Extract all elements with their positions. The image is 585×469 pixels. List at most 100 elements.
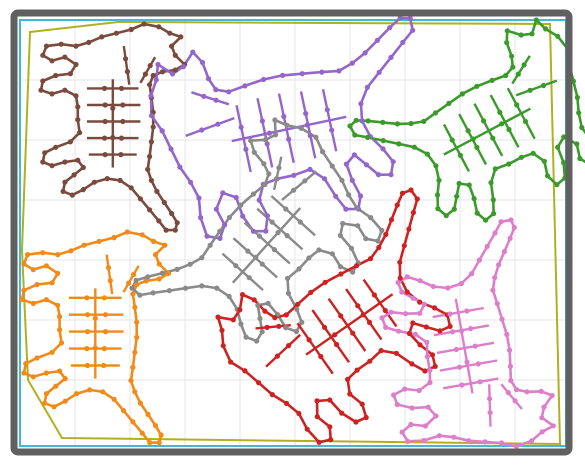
cat-vertex-dot (524, 389, 530, 395)
cat-vertex-dot (498, 440, 505, 446)
cat-vertex-dot (513, 387, 520, 393)
cat-vertex-dot (53, 72, 59, 79)
cat-vertex-dot (177, 164, 183, 170)
cat-vertex-dot (329, 251, 335, 257)
cat-vertex-dot (555, 33, 561, 39)
cat-vertex-dot (92, 345, 98, 351)
cat-vertex-dot (166, 270, 172, 276)
cat-vertex-dot (266, 171, 272, 177)
cat-vertex-dot (508, 217, 514, 223)
cat-vertex-dot (375, 238, 381, 244)
cat-vertex-dot (544, 173, 551, 179)
cat-skeleton-edge (122, 265, 140, 293)
cat-vertex-dot (214, 285, 220, 291)
cat-vertex-dot (217, 235, 223, 241)
cat-vertex-dot (539, 415, 545, 421)
cat-vertex-dot (518, 32, 524, 38)
cat-vertex-dot (137, 400, 143, 406)
cat-vertex-dot (388, 54, 394, 61)
cat-vertex-dot (123, 56, 129, 62)
cat-vertex-dot (327, 397, 333, 403)
cat-vertex-dot (543, 26, 549, 32)
cat-vertex-dot (503, 72, 509, 79)
cat-vertex-dot (172, 52, 178, 58)
cat-vertex-dot (222, 222, 228, 228)
cat-vertex-dot (449, 329, 456, 335)
cat-vertex-dot (423, 324, 429, 330)
cat-vertex-dot (84, 295, 90, 301)
cat-vertex-dot (204, 233, 210, 239)
cat-vertex-dot (120, 118, 126, 125)
cat-vertex-dot (264, 141, 270, 147)
cat-vertex-dot (276, 323, 282, 329)
cat-vertex-dot (388, 217, 395, 223)
cat-vertex-dot (262, 137, 269, 143)
cat-vertex-dot (242, 83, 248, 89)
cat-skeleton-edge (443, 107, 531, 156)
cat-vertex-dot (293, 328, 299, 335)
cat-vertex-dot (118, 135, 125, 141)
cat-vertex-dot (228, 359, 234, 365)
cat-vertex-dot (299, 71, 305, 77)
cat-vertex-dot (529, 31, 535, 37)
cat-vertex-dot (137, 196, 143, 202)
cat-vertex-dot (156, 440, 162, 446)
cat-vertex-dot (213, 206, 219, 212)
cat-vertex-dot (102, 102, 108, 108)
cat-vertex-dot (124, 69, 130, 75)
cat-vertex-dot (365, 118, 371, 124)
cat-vertex-dot (433, 413, 439, 419)
cat-vertex-dot (324, 107, 330, 113)
cat-vertex-dot (254, 338, 260, 344)
cat-skeleton-edge (515, 79, 558, 97)
cat-vertex-dot (237, 307, 243, 313)
cat-skeleton-edge (277, 93, 295, 164)
cat-vertex-dot (391, 392, 397, 398)
cat-vertex-dot (465, 128, 471, 134)
cat-vertex-dot (107, 278, 113, 284)
cat-vertex-dot (250, 228, 256, 234)
cat-vertex-dot (449, 137, 455, 143)
cat-vertex-dot (504, 331, 510, 338)
cat-vertex-dot (424, 151, 430, 157)
cat-vertex-dot (220, 190, 226, 196)
cat-vertex-dot (366, 319, 373, 325)
cat-vertex-dot (219, 327, 225, 333)
cat-vertex-dot (62, 179, 68, 185)
cat-vertex-dot (271, 247, 277, 253)
cat-vertex-dot (84, 312, 91, 318)
cat-vertex-dot (507, 347, 513, 353)
cat-vertex-dot (349, 60, 355, 66)
cat-vertex-dot (43, 263, 50, 269)
cat-vertex-dot (276, 165, 282, 171)
cat-vertex-dot (80, 187, 86, 193)
cat-vertex-dot (124, 229, 130, 235)
cat-vertex-dot (250, 191, 257, 197)
cat-vertex-dot (402, 386, 408, 392)
cat-vertex-dot (400, 39, 406, 46)
cat-vertex-dot (410, 295, 416, 301)
cat-vertex-dot (406, 330, 412, 337)
cat-vertex-dot (380, 138, 386, 144)
cat-vertex-dot (172, 67, 178, 73)
cat-vertex-dot (507, 235, 513, 241)
cat-vertex-dot (255, 302, 261, 308)
cat-vertex-dot (248, 138, 254, 144)
cat-skeleton-edge (139, 56, 157, 84)
cat-vertex-dot (408, 421, 414, 428)
cat-vertex-dot (483, 217, 489, 223)
cat-vertex-dot (150, 290, 156, 296)
cat-vertex-dot (188, 179, 194, 185)
cat-vertex-dot (464, 359, 470, 365)
cat-vertex-dot (424, 339, 430, 345)
cat-vertex-dot (49, 163, 55, 169)
cat-vertex-dot (133, 277, 139, 283)
cat-vertex-dot (111, 396, 117, 402)
cat-vertex-dot (504, 40, 510, 46)
cat-vertex-dot (393, 350, 399, 356)
cat-vertex-dot (515, 71, 521, 77)
cat-vertex-dot (187, 261, 193, 267)
cat-vertex-dot (496, 262, 502, 268)
cat-vertex-dot (327, 424, 333, 430)
cat-vertex-dot (84, 362, 91, 369)
